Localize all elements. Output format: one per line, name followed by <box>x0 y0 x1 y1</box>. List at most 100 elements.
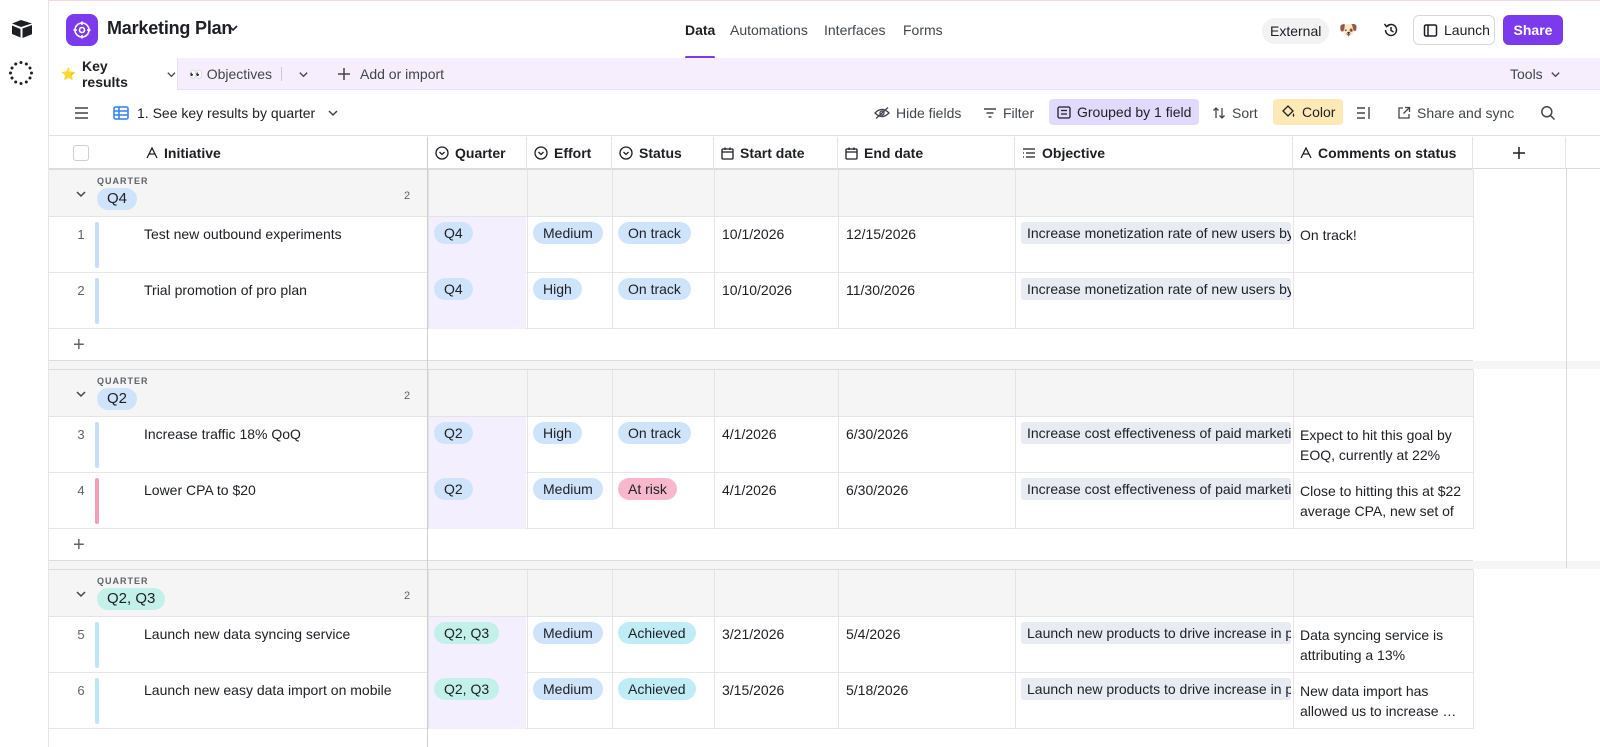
cell-effort[interactable]: High <box>527 417 612 473</box>
cell-status[interactable]: On track <box>612 217 714 273</box>
cell-start-date[interactable]: 4/1/2026 <box>714 417 838 473</box>
cell-quarter[interactable]: Q2, Q3 <box>428 673 527 729</box>
table-row[interactable]: 4 Lower CPA to $20 Q2 Medium At risk 4/1/2026… <box>49 473 1474 529</box>
share-button[interactable]: Share <box>1503 15 1563 45</box>
nav-data[interactable]: Data <box>685 22 716 38</box>
cell-start-date[interactable]: 4/1/2026 <box>714 473 838 529</box>
add-record-row[interactable]: + <box>49 329 1473 361</box>
cell-comments[interactable]: On track! <box>1293 217 1473 273</box>
cell-end-date[interactable]: 6/30/2026 <box>838 473 1015 529</box>
cell-start-date[interactable]: 3/15/2026 <box>714 673 838 729</box>
cell-start-date[interactable]: 3/21/2026 <box>714 617 838 673</box>
cell-comments[interactable]: New data import has allowed us to increa… <box>1293 673 1473 729</box>
column-header-effort[interactable]: Effort <box>527 137 612 169</box>
table-row[interactable]: 5 Launch new data syncing service Q2, Q3 Me… <box>49 617 1474 673</box>
cell-end-date[interactable]: 6/30/2026 <box>838 417 1015 473</box>
column-header-start-date[interactable]: Start date <box>714 137 838 169</box>
menu-icon[interactable] <box>74 106 89 120</box>
column-header-initiative[interactable]: Initiative <box>139 137 428 169</box>
column-header-end-date[interactable]: End date <box>838 137 1015 169</box>
cell-end-date[interactable]: 11/30/2026 <box>838 273 1015 329</box>
table-row[interactable]: 3 Increase traffic 18% QoQ Q2 High On track 4… <box>49 417 1474 473</box>
cell-quarter[interactable]: Q2 <box>428 473 527 529</box>
cell-objective[interactable]: Increase monetization rate of new users … <box>1015 217 1293 273</box>
sort-button[interactable]: Sort <box>1212 90 1258 136</box>
cell-initiative[interactable]: Test new outbound experiments <box>136 217 426 273</box>
cell-initiative[interactable]: Lower CPA to $20 <box>136 473 426 529</box>
column-header-status[interactable]: Status <box>612 137 714 169</box>
cell-status[interactable]: At risk <box>612 473 714 529</box>
nav-forms[interactable]: Forms <box>903 22 943 38</box>
cell-objective[interactable]: Launch new products to drive increase in… <box>1015 617 1293 673</box>
table-tab-key-results[interactable]: ⭐ Key results <box>49 58 178 90</box>
cell-end-date[interactable]: 5/4/2026 <box>838 617 1015 673</box>
view-switcher[interactable]: 1. See key results by quarter <box>113 90 339 136</box>
column-header-comments[interactable]: Comments on status <box>1293 137 1473 169</box>
cell-comments[interactable]: Close to hitting this at $22 average CPA… <box>1293 473 1473 529</box>
chevron-down-icon[interactable] <box>166 69 177 80</box>
column-header-objective[interactable]: Objective <box>1015 137 1293 169</box>
cell-initiative[interactable]: Launch new easy data import on mobile <box>136 673 426 729</box>
cell-comments[interactable]: Expect to hit this goal by EOQ, currentl… <box>1293 417 1473 473</box>
cell-objective[interactable]: Increase cost effectiveness of paid mark… <box>1015 473 1293 529</box>
cell-end-date[interactable]: 5/18/2026 <box>838 673 1015 729</box>
airtable-logo-icon[interactable] <box>10 18 34 40</box>
search-icon[interactable] <box>1540 105 1556 121</box>
group-header[interactable]: QUARTER Q2, Q3 2 <box>49 569 1474 618</box>
table-row[interactable]: 6 Launch new easy data import on mobile Q2… <box>49 673 1474 729</box>
cell-effort[interactable]: Medium <box>527 217 612 273</box>
chevron-down-icon[interactable] <box>75 188 87 200</box>
color-button[interactable]: Color <box>1273 99 1344 125</box>
table-tab-objectives[interactable]: 👀 Objectives <box>189 58 272 90</box>
filter-button[interactable]: Filter <box>983 90 1034 136</box>
avatar[interactable]: 🐶 <box>1339 22 1358 39</box>
table-row[interactable]: 2 Trial promotion of pro plan Q4 High On tra… <box>49 273 1474 329</box>
add-field-button[interactable] <box>1473 137 1566 169</box>
nav-interfaces[interactable]: Interfaces <box>824 22 886 38</box>
cell-effort[interactable]: High <box>527 273 612 329</box>
cell-status[interactable]: Achieved <box>612 673 714 729</box>
cell-start-date[interactable]: 10/10/2026 <box>714 273 838 329</box>
cell-initiative[interactable]: Trial promotion of pro plan <box>136 273 426 329</box>
nav-automations[interactable]: Automations <box>730 22 808 38</box>
tools-menu[interactable]: Tools <box>1510 58 1561 90</box>
chevron-down-icon[interactable] <box>298 69 309 80</box>
vertical-scrollbar[interactable] <box>1566 168 1567 568</box>
select-all-checkbox[interactable] <box>73 145 89 161</box>
cell-start-date[interactable]: 10/1/2026 <box>714 217 838 273</box>
cell-quarter[interactable]: Q4 <box>428 273 527 329</box>
external-badge[interactable]: External <box>1262 18 1330 44</box>
cell-objective[interactable]: Increase monetization rate of new users … <box>1015 273 1293 329</box>
cell-effort[interactable]: Medium <box>527 473 612 529</box>
workspace-icon[interactable] <box>8 60 34 86</box>
cell-initiative[interactable]: Launch new data syncing service <box>136 617 426 673</box>
cell-quarter[interactable]: Q2 <box>428 417 527 473</box>
group-header[interactable]: QUARTER Q2 2 <box>49 369 1474 418</box>
group-header[interactable]: QUARTER Q4 2 <box>49 169 1474 218</box>
cell-comments[interactable]: Data syncing service is attributing a 13… <box>1293 617 1473 673</box>
cell-objective[interactable]: Increase cost effectiveness of paid mark… <box>1015 417 1293 473</box>
add-or-import-button[interactable]: Add or import <box>337 58 444 90</box>
base-icon[interactable] <box>66 14 98 46</box>
chevron-down-icon[interactable] <box>75 388 87 400</box>
share-and-sync-button[interactable]: Share and sync <box>1397 90 1514 136</box>
cell-status[interactable]: On track <box>612 417 714 473</box>
cell-quarter[interactable]: Q4 <box>428 217 527 273</box>
cell-initiative[interactable]: Increase traffic 18% QoQ <box>136 417 426 473</box>
launch-button[interactable]: Launch <box>1413 15 1495 45</box>
cell-effort[interactable]: Medium <box>527 617 612 673</box>
history-icon[interactable] <box>1382 21 1400 39</box>
base-title[interactable]: Marketing Plan <box>107 18 233 38</box>
group-button[interactable]: Grouped by 1 field <box>1049 99 1200 125</box>
cell-effort[interactable]: Medium <box>527 673 612 729</box>
hide-fields-button[interactable]: Hide fields <box>874 90 961 136</box>
cell-comments[interactable] <box>1293 273 1473 329</box>
column-header-quarter[interactable]: Quarter <box>428 137 527 169</box>
row-height-icon[interactable] <box>1356 106 1372 120</box>
add-record-row[interactable]: + <box>49 529 1473 561</box>
table-row[interactable]: 1 Test new outbound experiments Q4 Medium On… <box>49 217 1474 273</box>
cell-status[interactable]: On track <box>612 273 714 329</box>
cell-quarter[interactable]: Q2, Q3 <box>428 617 527 673</box>
cell-objective[interactable]: Launch new products to drive increase in… <box>1015 673 1293 729</box>
chevron-down-icon[interactable] <box>227 22 239 34</box>
